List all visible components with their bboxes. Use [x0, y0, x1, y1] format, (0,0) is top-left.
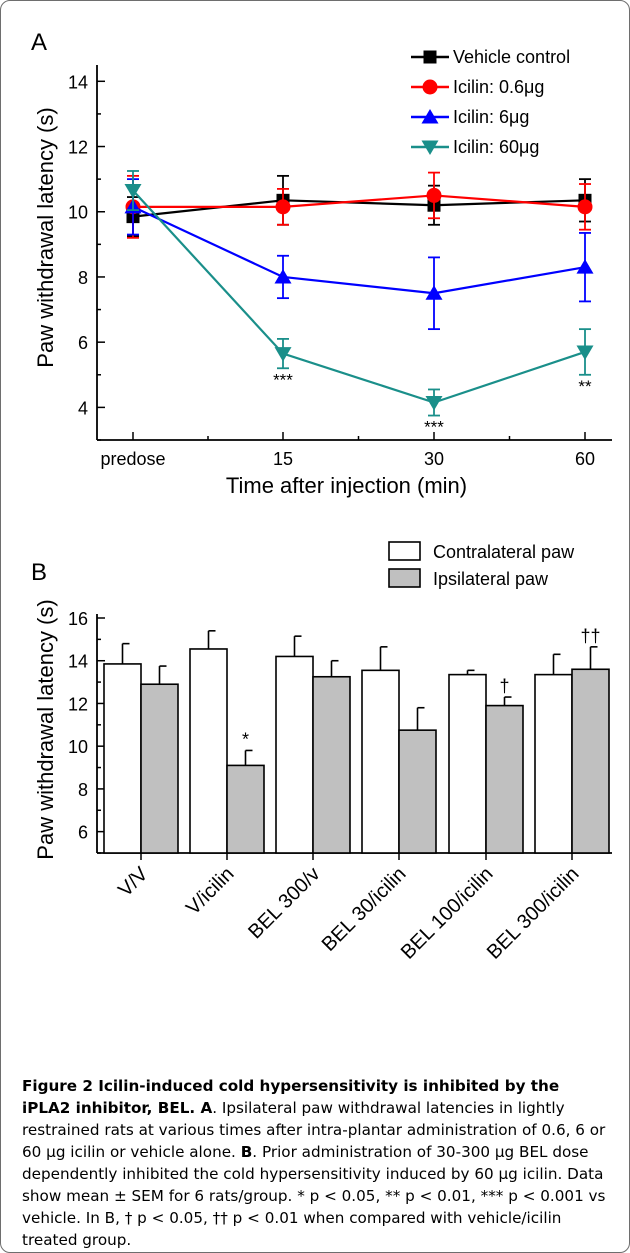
y-axis-title: Paw withdrawal latency (s) [33, 599, 58, 859]
legend-marker [421, 109, 439, 124]
y-axis-title: Paw withdrawal latency (s) [33, 107, 58, 367]
panel-label-b: B [31, 559, 47, 586]
series-line [132, 199, 586, 218]
data-point [576, 345, 594, 360]
y-tick-label: 6 [78, 333, 88, 353]
legend-label: Icilin: 0.6μg [453, 77, 544, 97]
x-tick-label: 15 [273, 449, 293, 469]
legend-label: Icilin: 60μg [453, 137, 539, 157]
data-point [425, 285, 443, 300]
y-tick-label: 4 [78, 398, 88, 418]
legend-label: Icilin: 6μg [453, 107, 529, 127]
legend-label: Contralateral paw [433, 542, 575, 562]
data-point [274, 347, 292, 362]
data-point [275, 199, 291, 215]
significance-marker: †† [580, 626, 600, 646]
legend-marker [422, 79, 438, 95]
y-tick-label: 12 [68, 138, 88, 158]
y-tick-label: 8 [78, 780, 88, 800]
bar [485, 704, 524, 854]
data-point [577, 199, 593, 215]
legend-label: Vehicle control [453, 47, 570, 67]
panel-a-line-chart: A 4 6 8 10 12 14 predose 15 30 60 Paw withdrawal la… [31, 29, 612, 498]
data-point [426, 187, 442, 203]
x-tick-label: 60 [575, 449, 595, 469]
x-axis-title: Time after injection (min) [226, 473, 467, 498]
panel-label-a: A [31, 29, 47, 56]
x-tick-label: V/V [114, 863, 153, 902]
caption-a-label: A [200, 1099, 213, 1117]
legend-marker [423, 50, 437, 64]
y-tick-label: 14 [68, 652, 88, 672]
legend-swatch [388, 541, 421, 561]
bar [103, 663, 142, 854]
data-point [124, 184, 142, 199]
caption-title: Figure 2 Icilin-induced cold hypersensit… [22, 1077, 560, 1117]
bar [312, 675, 351, 854]
significance-marker: ** [578, 377, 592, 396]
y-tick-label: 10 [68, 737, 88, 757]
bar [140, 683, 179, 854]
significance-marker: *** [424, 418, 444, 437]
bar [398, 729, 437, 854]
bar [361, 669, 400, 854]
legend-marker [421, 140, 439, 155]
series-line [132, 205, 586, 295]
series-line [132, 189, 586, 404]
y-tick-label: 12 [68, 694, 88, 714]
figure-panels: A 4 6 8 10 12 14 predose 15 30 60 Paw withdrawal la… [31, 29, 612, 964]
caption-b-text: Prior administration of 30-300 μg BEL do… [22, 1143, 606, 1249]
x-tick-label: V/icilin [182, 863, 238, 919]
x-tick-label: 30 [424, 449, 444, 469]
data-point [425, 396, 443, 411]
legend-swatch [388, 568, 421, 588]
y-tick-label: 10 [68, 203, 88, 223]
bar [275, 655, 314, 854]
y-tick-label: 8 [78, 268, 88, 288]
significance-marker: *** [273, 370, 293, 389]
y-tick-label: 6 [78, 823, 88, 843]
bar [189, 648, 228, 854]
significance-marker: † [499, 676, 509, 696]
legend-label: Ipsilateral paw [433, 569, 549, 589]
x-tick-label: BEL 300/icilin [483, 863, 584, 964]
data-point [576, 259, 594, 274]
y-tick-label: 16 [68, 609, 88, 629]
y-tick-label: 14 [68, 72, 88, 92]
bar [571, 668, 610, 854]
series-line [133, 194, 586, 208]
data-point [274, 268, 292, 284]
x-tick-label: predose [100, 449, 165, 469]
figure-caption: Figure 2 Icilin-induced cold hypersensit… [22, 1077, 606, 1249]
significance-marker: * [242, 729, 249, 749]
x-tick-label: BEL 30/icilin [318, 863, 411, 956]
bar [448, 673, 487, 854]
bar [226, 764, 265, 854]
caption-a-text: Ipsilateral paw withdrawal latencies in … [22, 1099, 606, 1161]
panel-b-bar-chart: B 6 8 10 12 14 16 Paw withdrawal latency (s) V/V… [31, 541, 612, 964]
x-tick-label: BEL 300/v [244, 863, 324, 943]
caption-b-label: B [240, 1143, 253, 1161]
bar [534, 673, 573, 854]
